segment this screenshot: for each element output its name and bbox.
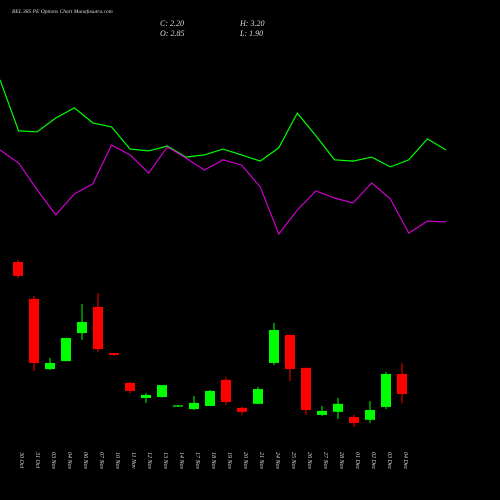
info-close: C: 2.20 [160,19,184,28]
candle-body [13,262,23,276]
x-tick-label: 12 Nov [146,452,152,470]
info-low: L: 1.90 [239,29,263,38]
candle-body [237,407,247,412]
candle-body [221,379,231,402]
x-tick-label: 28 Nov [338,452,344,470]
x-tick-label: 13 Nov [162,452,168,470]
candle-body [93,306,103,350]
candle-body [125,382,135,391]
x-tick-label: 24 Nov [274,452,281,470]
candle-body [109,353,119,355]
candle-body [29,298,39,363]
x-tick-label: 14 Nov [178,452,185,470]
x-tick-label: 02 Dec [370,452,376,469]
candle-body [77,322,87,334]
candle-body [301,367,311,410]
chart-title: BEL 385 PE Options Chart Munafasutra.com [12,8,113,15]
x-tick-label: 30 Oct [18,451,24,468]
indicator-line [0,144,447,236]
candle-body [61,338,71,362]
x-tick-label: 03 Dec [386,452,392,469]
candle-body [173,405,183,407]
x-tick-label: 04 Nov [66,452,73,470]
x-tick-label: 18 Nov [210,452,216,470]
candle-body [317,410,327,415]
x-tick-label: 31 Oct [34,451,40,468]
candle-body [397,374,407,394]
candle-body [205,390,215,406]
candle-body [285,334,295,370]
x-tick-label: 03 Nov [50,452,56,470]
candle-body [381,374,391,407]
x-tick-label: 21 Nov [258,452,264,470]
candle-body [141,394,151,398]
candle-body [253,389,263,404]
indicator-line [0,79,447,168]
x-tick-label: 20 Nov [242,452,248,470]
info-open: O: 2.85 [160,29,184,38]
candle-body [157,385,167,398]
x-tick-label: 26 Nov [306,452,312,470]
x-tick-label: 10 Nov [114,452,120,470]
candle-body [189,402,199,410]
candle-body [333,403,343,412]
x-tick-label: 17 Nov [194,452,200,470]
x-tick-label: 19 Nov [226,452,232,470]
x-tick-label: 01 Dec [354,452,360,469]
candle-body [45,362,55,370]
info-high: H: 3.20 [239,19,264,28]
x-tick-label: 25 Nov [290,452,296,470]
x-tick-label: 04 Dec [402,452,409,469]
x-tick-label: 06 Nov [82,452,88,470]
candle-body [349,417,359,423]
x-tick-label: 11 Nov [130,452,136,469]
x-tick-label: 07 Nov [98,452,104,470]
x-tick-label: 27 Nov [322,452,328,470]
candle-body [269,330,279,363]
candle-body [365,410,375,420]
